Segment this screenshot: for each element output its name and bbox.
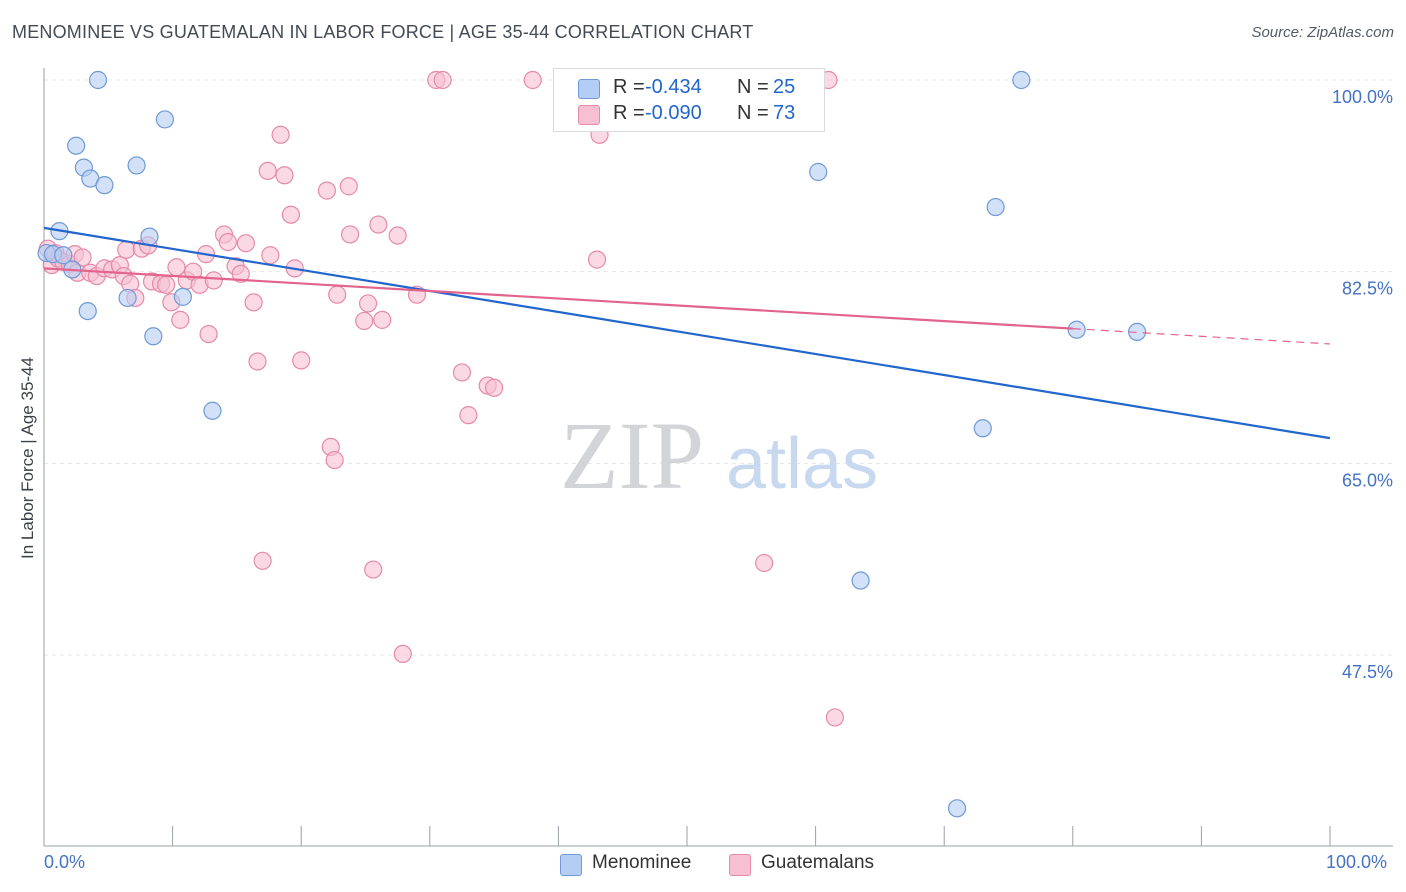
guatemalan-trend-extension [1072, 328, 1331, 345]
guatemalan-point [373, 310, 392, 329]
legend-r-label: R = [613, 102, 645, 124]
guatemalan-point [281, 205, 301, 224]
guatemalan-point [157, 275, 176, 294]
guatemalan-point [523, 70, 542, 90]
menominee-point [1127, 322, 1147, 342]
menominee-point [986, 197, 1005, 217]
menominee-trend-line [43, 226, 1331, 440]
y-tick-label: 65.0% [1342, 470, 1393, 490]
watermark-atlas: atlas [726, 424, 878, 504]
legend-swatch-guatemalan [578, 105, 600, 125]
series-label-guatemalans: Guatemalans [761, 852, 875, 873]
guatemalan-point [248, 352, 267, 371]
guatemalan-point [393, 644, 412, 664]
source-label: Source: ZipAtlas.com [1251, 24, 1394, 41]
guatemalan-point [325, 450, 344, 470]
menominee-point [1067, 320, 1086, 339]
guatemalan-point [485, 378, 504, 397]
guatemalan-point [258, 161, 277, 181]
x-tick-label-max: 100.0% [1326, 852, 1388, 872]
watermark-zip: ZIP [560, 402, 704, 509]
guatemalan-point [355, 311, 374, 331]
guatemalan-point [171, 310, 190, 329]
guatemalan-point [275, 166, 294, 185]
guatemalan-point [261, 246, 280, 265]
guatemalan-point [199, 324, 218, 344]
guatemalan-point [755, 553, 774, 573]
legend-n-value: 73 [773, 102, 796, 124]
correlation-legend: R = -0.434 N = 25 R = -0.090 N = 73 [553, 68, 825, 132]
legend-r-label: R = [613, 76, 645, 98]
guatemalan-point [388, 226, 407, 245]
guatemalan-point [244, 293, 263, 312]
series-label-menominee: Menominee [592, 852, 692, 873]
legend-r-value: -0.090 [645, 102, 702, 124]
guatemalan-point [328, 285, 347, 304]
legend-r-value: -0.434 [645, 76, 702, 98]
guatemalan-point [218, 232, 237, 252]
guatemalan-point [73, 248, 92, 267]
guatemalan-point [452, 363, 472, 382]
series-swatch-menominee [560, 854, 582, 876]
menominee-point [203, 401, 222, 420]
guatemalan-point [231, 264, 250, 283]
series-swatch-guatemalans [729, 854, 751, 876]
legend-n-label: N = [737, 102, 769, 124]
guatemalan-point [587, 250, 607, 269]
guatemalan-point [339, 177, 358, 196]
guatemalan-point [459, 406, 478, 425]
guatemalan-point [292, 351, 311, 370]
guatemalan-point [433, 70, 452, 90]
y-tick-labels: 100.0% 82.5% 65.0% 47.5% [1332, 87, 1393, 682]
guatemalan-point [236, 234, 256, 253]
legend-n-value: 25 [773, 76, 796, 98]
menominee-point [973, 419, 992, 438]
axes [43, 68, 1393, 847]
menominee-points [37, 70, 1147, 818]
menominee-point [127, 156, 146, 175]
y-tick-label: 82.5% [1342, 279, 1393, 299]
guatemalan-point [358, 294, 378, 313]
y-tick-label: 100.0% [1332, 87, 1393, 107]
menominee-point [1012, 70, 1031, 90]
guatemalan-point [204, 271, 223, 290]
trend-lines [43, 226, 1331, 440]
menominee-point [118, 288, 137, 308]
guatemalan-point [271, 125, 290, 144]
menominee-point [95, 176, 114, 195]
guatemalan-point [253, 551, 272, 570]
menominee-point [78, 301, 97, 321]
guatemalan-point [364, 560, 383, 579]
menominee-point [54, 246, 73, 265]
menominee-point [173, 287, 192, 306]
menominee-point [140, 227, 159, 246]
chart-title: MENOMINEE VS GUATEMALAN IN LABOR FORCE |… [12, 22, 754, 42]
menominee-point [947, 799, 967, 818]
y-tick-label: 47.5% [1342, 662, 1393, 682]
legend-swatch-menominee [578, 79, 600, 99]
guatemalan-point [369, 215, 388, 234]
guatemalan-point [317, 181, 337, 200]
menominee-point [155, 110, 174, 129]
menominee-point [67, 136, 86, 155]
x-tick-label-min: 0.0% [44, 852, 86, 872]
guatemalan-point [825, 708, 844, 727]
guatemalan-point [117, 240, 136, 259]
guatemalan-trend-line [43, 267, 1073, 330]
legend-n-label: N = [737, 76, 769, 98]
series-legend: Menominee Guatemalans [0, 852, 1406, 878]
guatemalan-point [340, 225, 360, 244]
menominee-point [809, 162, 828, 182]
menominee-point [88, 70, 108, 90]
menominee-point [851, 571, 870, 590]
gridlines [44, 79, 1393, 656]
guatemalan-points [38, 70, 844, 727]
menominee-point [144, 327, 163, 346]
